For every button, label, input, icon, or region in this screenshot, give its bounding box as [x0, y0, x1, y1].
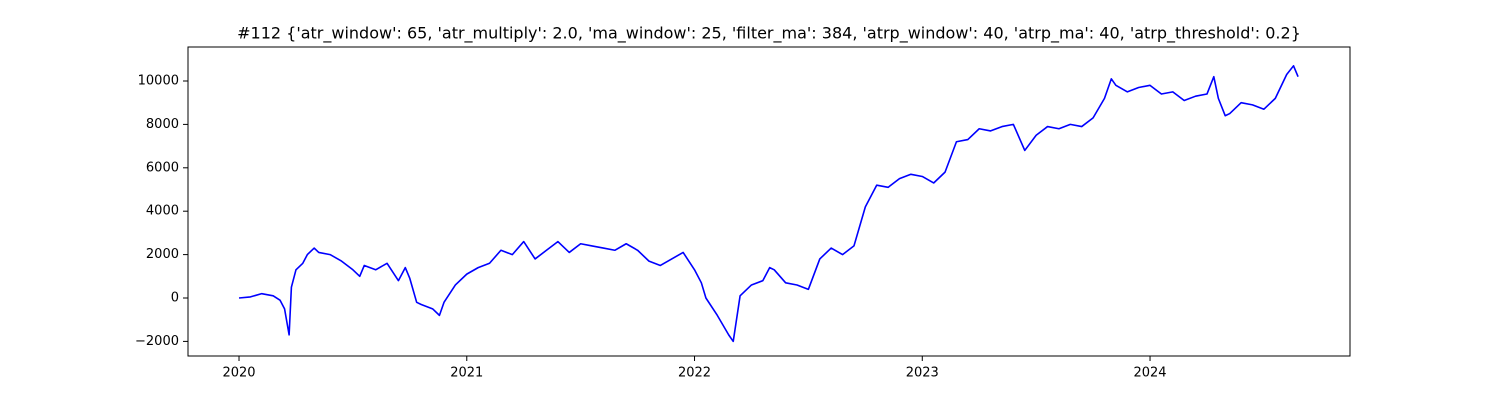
x-tick-label: 2024 — [1133, 366, 1166, 381]
x-tick-label: 2021 — [450, 366, 483, 381]
plot-frame — [187, 46, 1351, 357]
y-tick-label: 0 — [171, 290, 179, 305]
x-tick-label: 2023 — [906, 366, 939, 381]
y-tick-label: 8000 — [146, 117, 179, 132]
y-tick-label: 10000 — [138, 74, 179, 89]
x-tick-label: 2022 — [678, 366, 711, 381]
y-tick-label: 6000 — [146, 160, 179, 175]
line — [238, 65, 1299, 343]
x-tick-label: 2020 — [222, 366, 255, 381]
chart-title: #112 {'atr_window': 65, 'atr_multiply': … — [237, 24, 1301, 44]
y-tick-label: −2000 — [135, 334, 179, 349]
y-tick-label: 2000 — [146, 247, 179, 262]
y-tick-label: 4000 — [146, 204, 179, 219]
